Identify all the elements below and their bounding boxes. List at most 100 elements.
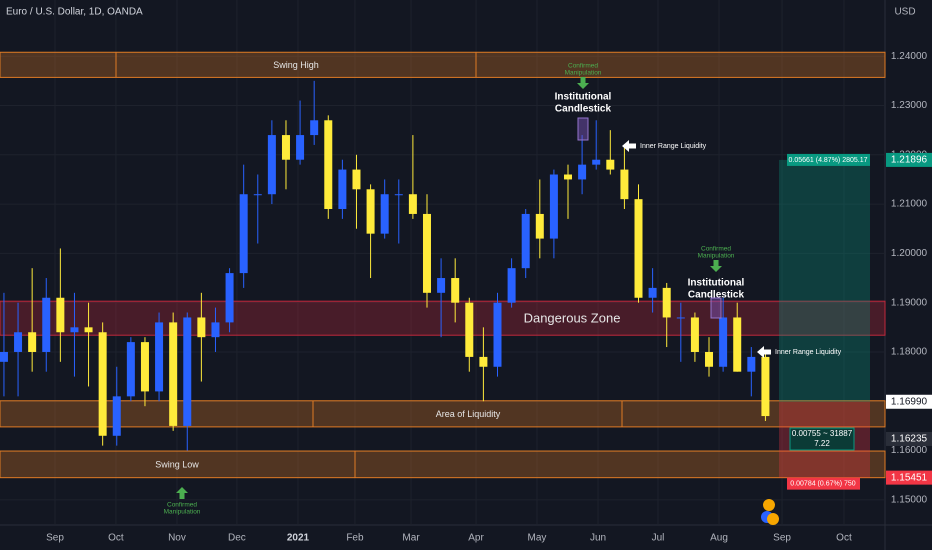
candle-body <box>535 213 544 239</box>
target-label: 0.05661 (4.87%) 2805.17 <box>788 157 867 164</box>
icon <box>763 499 775 511</box>
candle-body <box>620 169 629 200</box>
x-tick-label: Oct <box>108 533 124 544</box>
candle-body <box>155 322 164 392</box>
candle-body <box>140 342 149 392</box>
candle-body <box>437 278 446 293</box>
candle-body <box>126 342 135 397</box>
price-label-bg <box>886 394 932 409</box>
candle-body <box>422 213 431 293</box>
candle-body <box>70 327 79 333</box>
arrow-up <box>176 487 188 499</box>
mid-label: 0.00755 ~ 31887 <box>792 429 853 438</box>
y-tick-label: 1.19000 <box>891 297 928 308</box>
candle-body <box>761 356 770 417</box>
zone-label: Dangerous Zone <box>524 311 621 326</box>
candle-body <box>549 174 558 239</box>
price-label-bg <box>886 152 932 167</box>
price-label-bg <box>886 431 932 446</box>
x-tick-label: Aug <box>710 533 728 544</box>
x-tick-label: Nov <box>168 533 186 544</box>
y-tick-label: 1.20000 <box>891 248 928 259</box>
candle-body <box>380 194 389 234</box>
candle-body <box>564 174 573 180</box>
x-tick-label: Jul <box>652 533 665 544</box>
candle-body <box>225 273 234 323</box>
annotation: Institutional <box>555 92 612 103</box>
zone <box>0 300 886 336</box>
axes: 1.240001.230001.220001.210001.200001.190… <box>46 51 932 544</box>
x-tick-label: Sep <box>773 533 791 544</box>
candle-body <box>98 332 107 436</box>
candle-body <box>197 317 206 338</box>
x-tick-label: Oct <box>836 533 852 544</box>
candle-body <box>267 135 276 195</box>
price-label: 1.21896 <box>891 155 928 166</box>
x-tick-label: May <box>528 533 547 544</box>
annotation: Candlestick <box>688 290 745 301</box>
candle-body <box>338 169 347 210</box>
y-unit: USD <box>894 7 915 18</box>
x-tick-label: Mar <box>402 533 420 544</box>
zone-label: Area of Liquidity <box>436 409 501 419</box>
zone-label: Swing Low <box>155 460 199 470</box>
candle-body <box>394 194 403 196</box>
icon <box>767 513 779 525</box>
candle-body <box>253 194 262 196</box>
candle-body <box>507 268 516 303</box>
candle-body <box>84 327 93 333</box>
candle-body <box>733 317 742 372</box>
candle-body <box>479 356 488 367</box>
candle-body <box>0 351 8 362</box>
annotation: Confirmed <box>568 63 598 70</box>
candle-body <box>296 135 305 160</box>
candle-body <box>408 194 417 214</box>
x-tick-label: Sep <box>46 533 64 544</box>
candle-body <box>211 322 220 338</box>
annotations: ConfirmedManipulationInstitutionalCandle… <box>164 63 842 516</box>
candle-body <box>281 135 290 160</box>
zone <box>0 400 886 428</box>
price-label: 1.15451 <box>891 472 928 483</box>
mid-label: 7.22 <box>814 439 830 448</box>
x-tick-label: Feb <box>346 533 364 544</box>
candle-body <box>169 322 178 426</box>
annotation: Confirmed <box>167 502 197 509</box>
stop-label-bg <box>787 477 860 490</box>
price-label: 1.16235 <box>891 434 928 445</box>
arrow-left <box>622 140 636 152</box>
y-tick-label: 1.18000 <box>891 347 928 358</box>
x-tick-label: Jun <box>590 533 606 544</box>
candle-body <box>676 317 685 319</box>
candle-body <box>592 159 601 165</box>
zone-label: Swing High <box>273 60 319 70</box>
arrow-down <box>710 260 722 272</box>
candle-body <box>648 287 657 298</box>
candle-body <box>521 213 530 269</box>
x-tick-label: Dec <box>228 533 246 544</box>
candle-body <box>662 287 671 318</box>
y-tick-label: 1.21000 <box>891 199 928 210</box>
arrow-down <box>577 77 589 89</box>
candle-body <box>366 189 375 234</box>
candle-body <box>690 317 699 352</box>
candle-body <box>606 159 615 170</box>
price-label-bg <box>886 470 932 485</box>
candle-body <box>112 396 121 436</box>
annotation: Manipulation <box>698 253 735 260</box>
annotation: Confirmed <box>701 246 731 253</box>
highlight-box <box>577 117 589 141</box>
y-tick-label: 1.23000 <box>891 100 928 111</box>
candle-body <box>352 169 361 190</box>
candle-body <box>14 332 23 352</box>
candles <box>0 80 770 451</box>
candle-body <box>493 302 502 367</box>
x-tick-label: Apr <box>468 533 484 544</box>
y-tick-label: 1.16000 <box>891 445 928 456</box>
profit-area <box>779 159 870 402</box>
candle-body <box>634 199 643 298</box>
